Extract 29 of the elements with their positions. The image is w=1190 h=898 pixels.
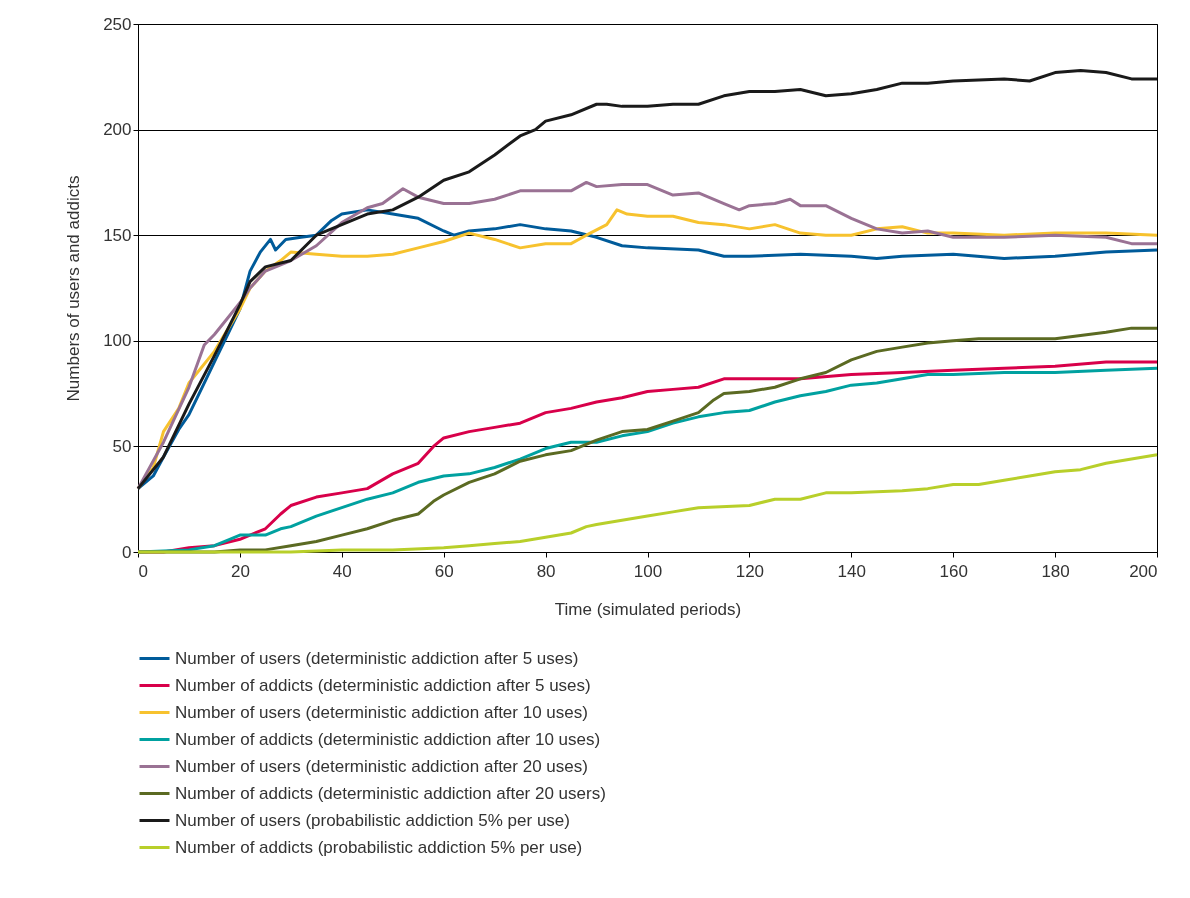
legend-label: Number of addicts (deterministic addiction after 5 uses) [175, 675, 591, 695]
legend-label: Number of users (deterministic addiction after 20 uses) [175, 756, 588, 776]
legend-label: Number of users (probabilistic addiction 5% per use) [175, 810, 570, 830]
x-tick-label: 180 [1041, 561, 1070, 581]
y-tick-label: 0 [122, 542, 132, 562]
y-tick-label: 50 [112, 436, 132, 456]
x-tick-label: 160 [939, 561, 968, 581]
legend-label: Number of addicts (deterministic addiction after 20 users) [175, 783, 606, 803]
y-tick-label: 200 [103, 120, 132, 140]
x-tick-label: 140 [837, 561, 866, 581]
x-tick-label: 0 [138, 561, 148, 581]
x-tick-label: 20 [230, 561, 250, 581]
y-tick-label: 250 [103, 14, 132, 34]
x-tick-label: 120 [735, 561, 765, 581]
x-tick-label: 200 [1129, 561, 1158, 581]
y-axis-title: Numbers of users and addicts [64, 175, 84, 402]
line-series [136, 453, 1159, 554]
y-tick-label: 100 [103, 331, 132, 351]
x-tick-label: 80 [536, 561, 556, 581]
y-tick-label: 150 [103, 225, 132, 245]
x-tick-label: 100 [633, 561, 663, 581]
x-axis-title: Time (simulated periods) [554, 599, 742, 619]
line-series [136, 68, 1159, 491]
legend-label: Number of users (deterministic addiction after 10 uses) [175, 702, 588, 722]
x-tick-label: 60 [434, 561, 454, 581]
x-tick-label: 40 [332, 561, 352, 581]
legend-label: Number of users (deterministic addiction after 5 uses) [175, 648, 579, 668]
legend-label: Number of addicts (probabilistic addiction 5% per use) [175, 837, 583, 857]
legend-label: Number of addicts (deterministic addiction after 10 uses) [175, 729, 601, 749]
